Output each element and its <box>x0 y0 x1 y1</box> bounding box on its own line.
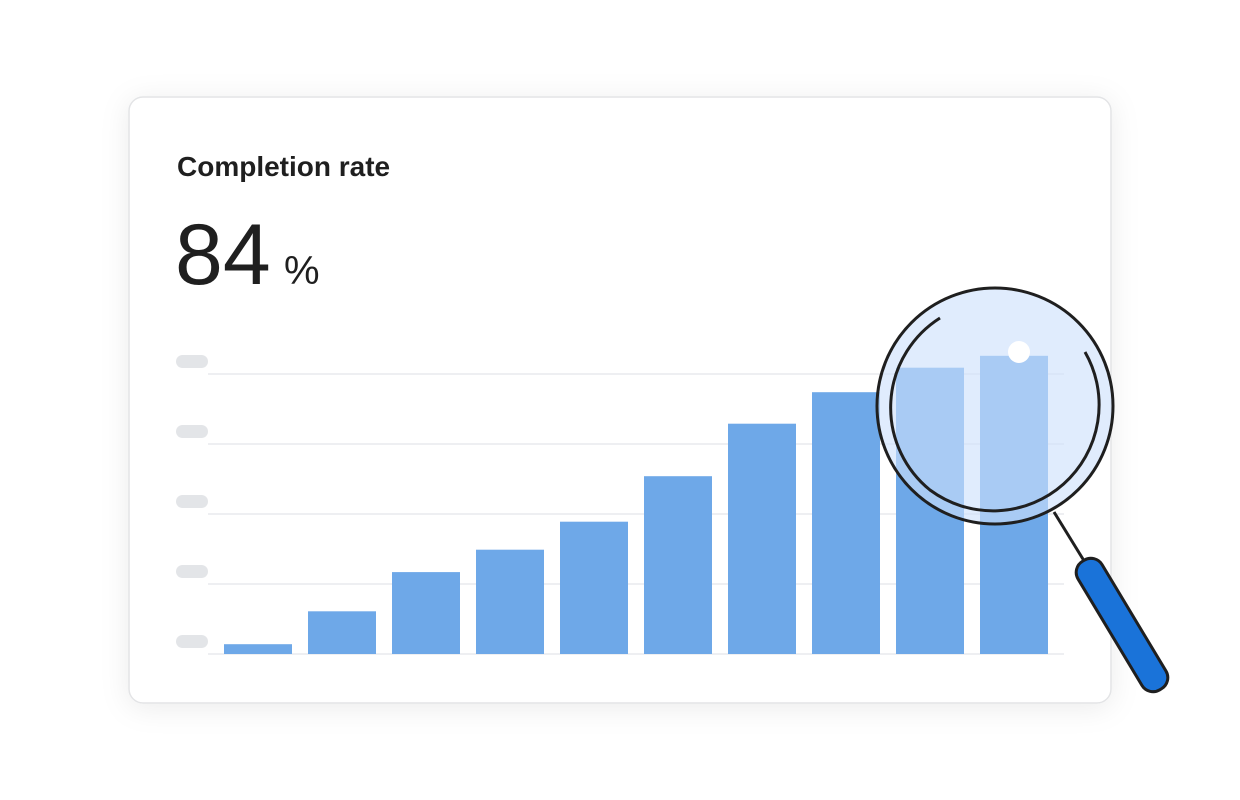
bar <box>560 521 628 654</box>
metric-unit: % <box>284 249 320 293</box>
y-tick-placeholder <box>176 425 208 438</box>
bar <box>728 423 796 654</box>
bar <box>308 611 376 654</box>
magnifier-neck <box>1052 511 1088 565</box>
y-tick-placeholder <box>176 565 208 578</box>
magnifier-handle <box>1074 556 1170 694</box>
magnifier-lens <box>875 286 1115 526</box>
bar <box>392 572 460 654</box>
bar <box>476 549 544 654</box>
y-tick-placeholder <box>176 355 208 368</box>
magnifier <box>875 286 1170 694</box>
card-title: Completion rate <box>177 151 390 182</box>
lens-rim <box>889 316 1101 513</box>
y-tick-placeholder <box>176 495 208 508</box>
lens-glint <box>1008 341 1030 363</box>
bar <box>224 644 292 654</box>
bar <box>812 392 880 654</box>
metric-value: 84 <box>175 207 271 303</box>
bar <box>644 476 712 654</box>
y-tick-placeholder <box>176 635 208 648</box>
